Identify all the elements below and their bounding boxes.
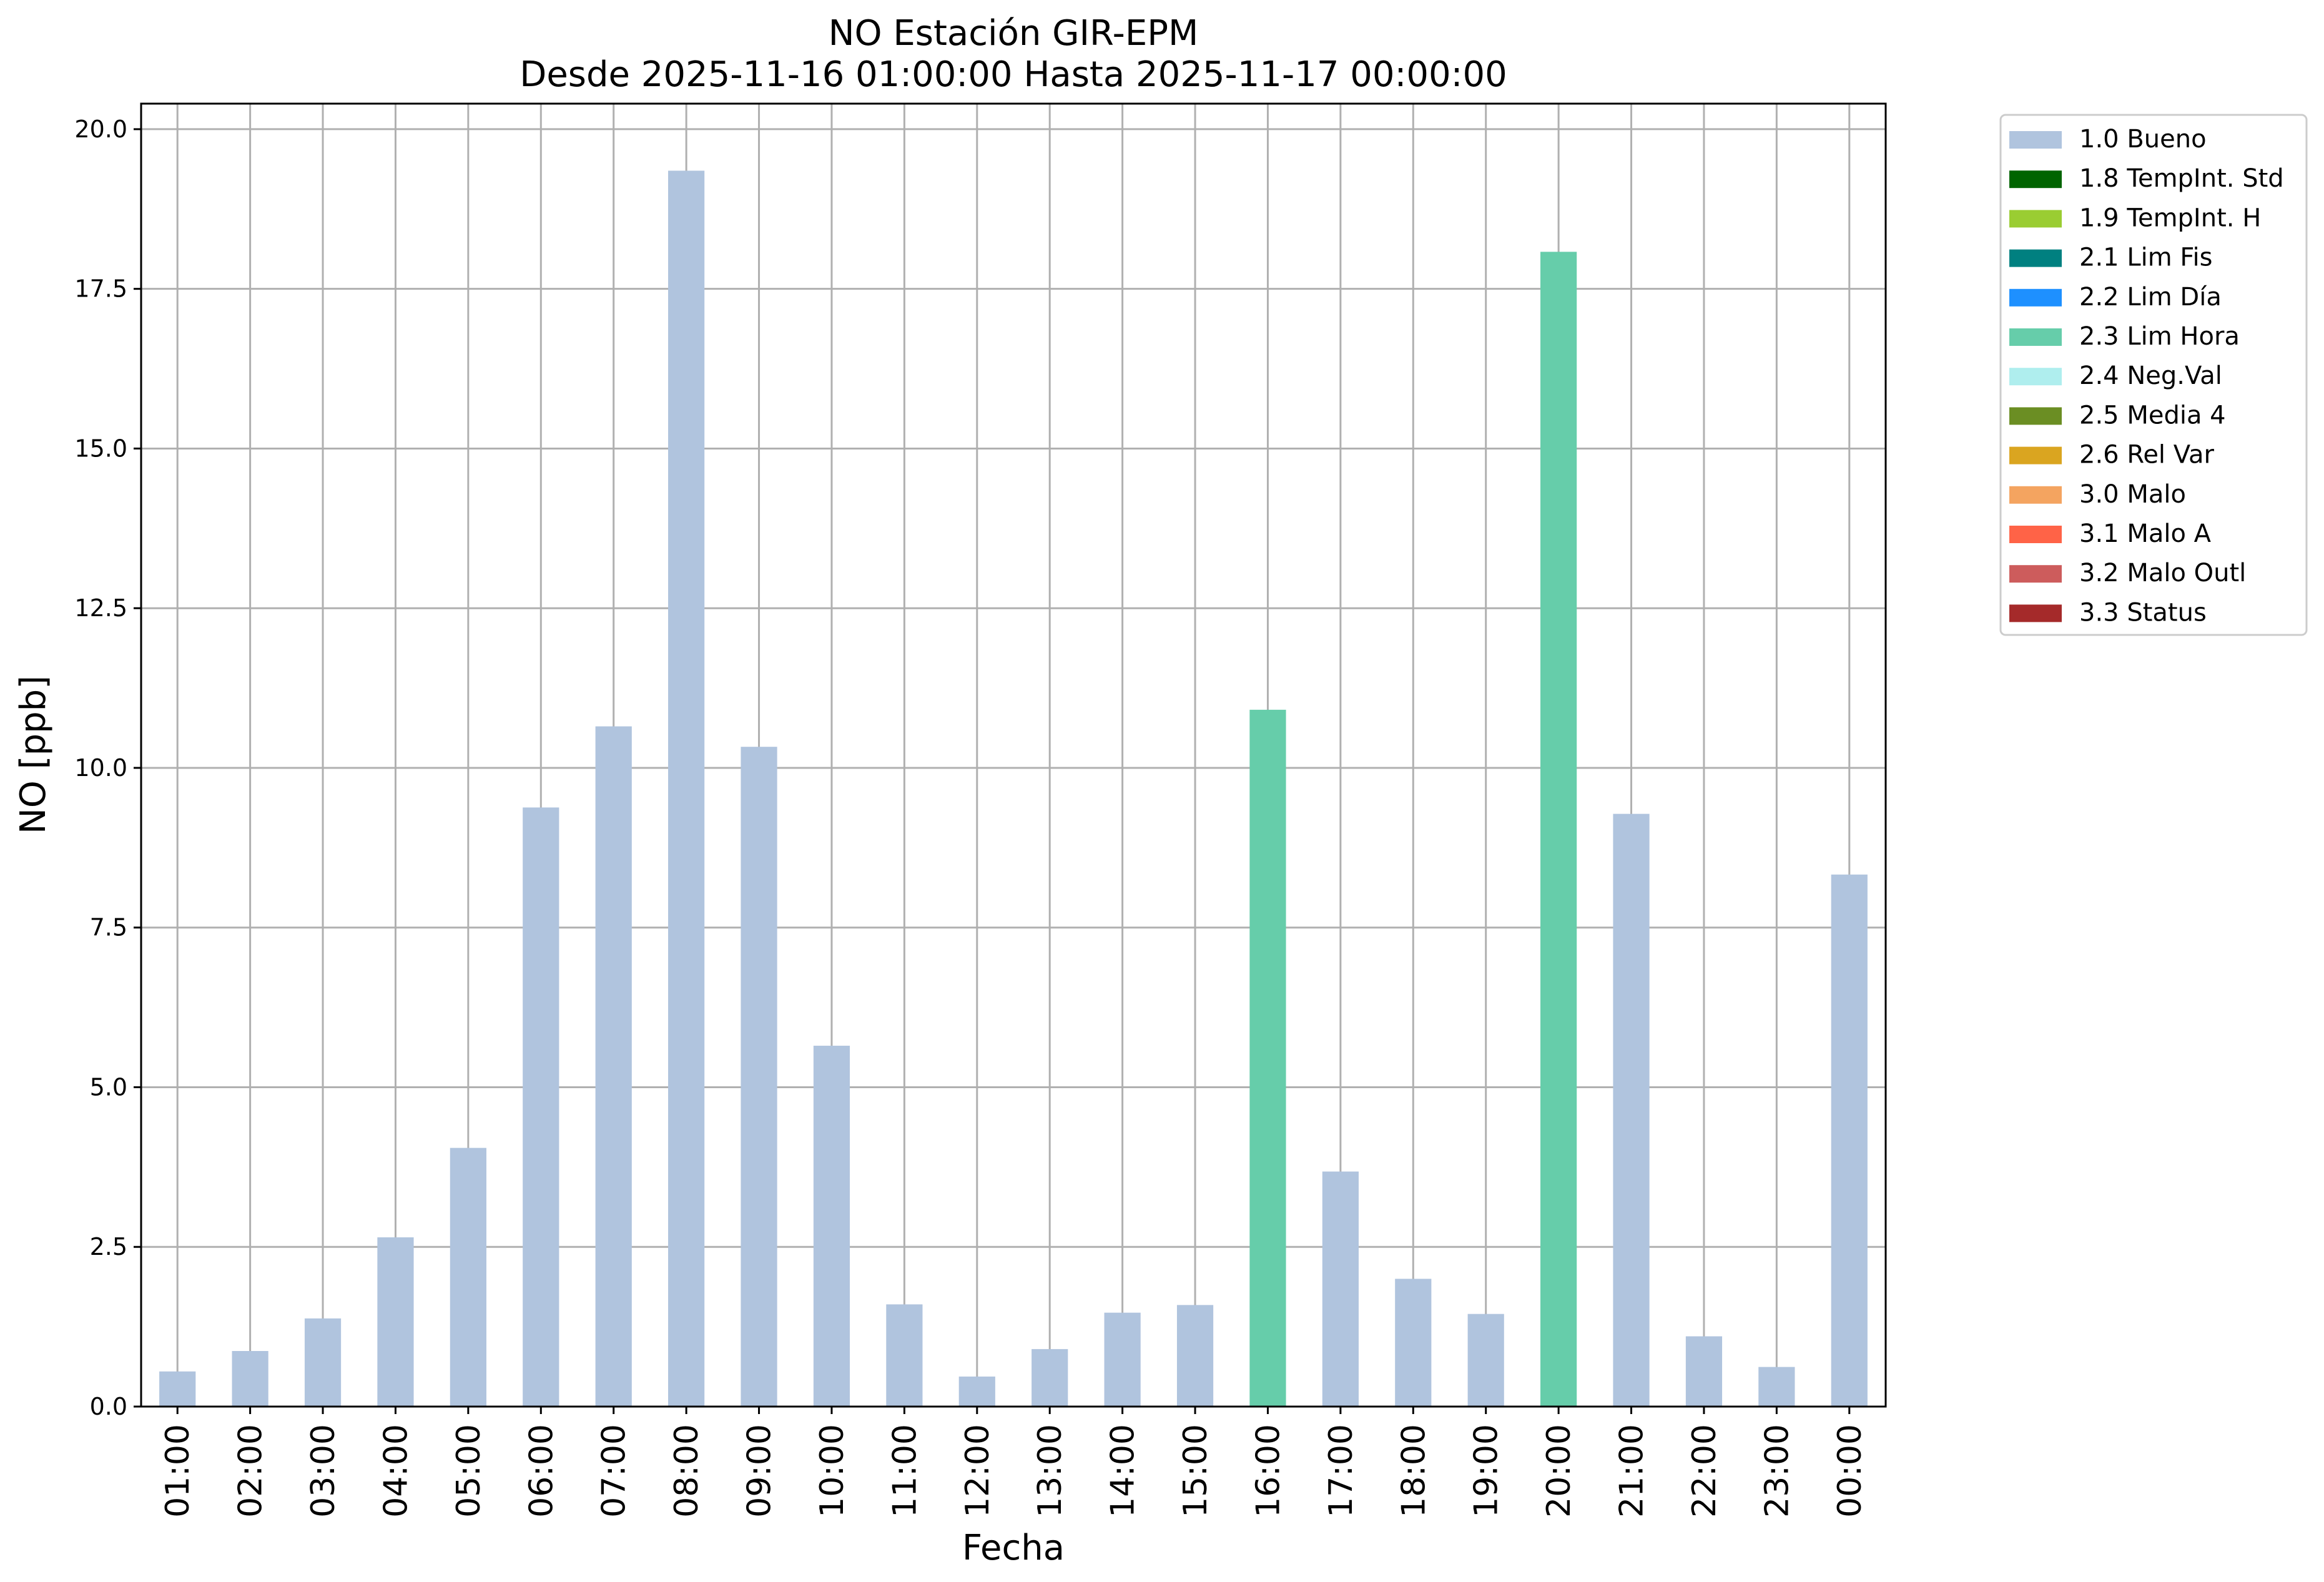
bar-1700 xyxy=(1322,1171,1359,1407)
x-tick-label: 00:00 xyxy=(1831,1424,1869,1518)
legend-swatch xyxy=(2009,407,2062,425)
bar-0200 xyxy=(232,1350,268,1407)
legend-swatch xyxy=(2009,170,2062,189)
legend-label: 2.3 Lim Hora xyxy=(2079,322,2240,351)
x-tick-label: 01:00 xyxy=(159,1424,197,1518)
legend-label: 3.0 Malo xyxy=(2079,480,2186,509)
y-tick-label: 20.0 xyxy=(74,115,127,143)
bar-1200 xyxy=(958,1376,995,1407)
x-tick-label: 19:00 xyxy=(1468,1424,1505,1518)
legend-box xyxy=(1999,114,2308,636)
y-tick-label: 12.5 xyxy=(74,594,127,622)
bar-0900 xyxy=(741,747,777,1407)
legend-label: 3.3 Status xyxy=(2079,598,2207,627)
y-tick-label: 5.0 xyxy=(90,1073,127,1101)
legend-label: 2.1 Lim Fis xyxy=(2079,243,2212,272)
x-tick-label: 03:00 xyxy=(305,1424,342,1518)
bar-1400 xyxy=(1104,1312,1141,1407)
x-tick-label: 21:00 xyxy=(1613,1424,1651,1518)
bars xyxy=(159,170,1868,1407)
bar-1600 xyxy=(1249,709,1286,1407)
bar-0700 xyxy=(595,726,632,1407)
chart-subtitle: Desde 2025-11-16 01:00:00 Hasta 2025-11-… xyxy=(519,54,1507,95)
legend-label: 2.5 Media 4 xyxy=(2079,401,2226,430)
legend-swatch xyxy=(2009,328,2062,346)
x-tick-label: 09:00 xyxy=(741,1424,779,1518)
legend-swatch xyxy=(2009,368,2062,386)
x-tick-label: 10:00 xyxy=(814,1424,851,1518)
legend-swatch xyxy=(2009,131,2062,149)
x-tick-label: 16:00 xyxy=(1249,1424,1287,1518)
bar-0600 xyxy=(523,807,559,1407)
bar-1500 xyxy=(1176,1305,1214,1407)
legend-label: 2.4 Neg.Val xyxy=(2079,361,2222,390)
x-tick-label: 22:00 xyxy=(1686,1424,1723,1518)
plot-frame xyxy=(140,102,1887,1408)
y-axis-label: NO [ppb] xyxy=(13,676,54,834)
bar-1000 xyxy=(813,1045,850,1407)
bar-0100 xyxy=(159,1371,196,1407)
x-tick-label: 23:00 xyxy=(1758,1424,1796,1518)
legend-label: 1.9 TempInt. H xyxy=(2079,204,2261,232)
bar-2100 xyxy=(1613,813,1650,1407)
x-tick-label: 14:00 xyxy=(1105,1424,1142,1518)
x-tick-label: 06:00 xyxy=(523,1424,560,1518)
x-tick-label: 08:00 xyxy=(668,1424,706,1518)
bar-2200 xyxy=(1685,1336,1723,1407)
bar-0400 xyxy=(377,1237,414,1407)
legend-label: 3.1 Malo A xyxy=(2079,519,2212,548)
x-tick-label: 18:00 xyxy=(1395,1424,1432,1518)
x-tick-label: 05:00 xyxy=(450,1424,488,1518)
x-axis: 01:00 02:00 03:00 04:00 05:00 06:00 07:00 08:00… xyxy=(159,1407,1869,1518)
bar-0800 xyxy=(668,170,705,1407)
x-tick-label: 07:00 xyxy=(596,1424,633,1518)
legend-swatch xyxy=(2009,526,2062,543)
legend-swatch xyxy=(2009,446,2062,464)
bar-1800 xyxy=(1395,1279,1432,1407)
x-tick-label: 12:00 xyxy=(959,1424,997,1518)
legend-swatch xyxy=(2009,249,2062,267)
y-axis: 0.0 2.5 5.0 7.5 10.0 12.5 15.0 17.5 20.0 xyxy=(74,115,141,1420)
y-tick-label: 10.0 xyxy=(74,754,127,782)
bar-2300 xyxy=(1758,1367,1795,1407)
legend-swatch xyxy=(2009,210,2062,228)
legend-label: 2.6 Rel Var xyxy=(2079,441,2215,469)
y-tick-label: 15.0 xyxy=(74,435,127,462)
x-tick-label: 13:00 xyxy=(1032,1424,1069,1518)
bar-0000 xyxy=(1831,874,1868,1407)
bar-1300 xyxy=(1032,1349,1068,1407)
bar-0500 xyxy=(450,1147,486,1407)
legend-swatch xyxy=(2009,486,2062,504)
chart-title: NO Estación GIR-EPM xyxy=(829,13,1199,54)
y-tick-label: 7.5 xyxy=(90,914,127,941)
bar-1100 xyxy=(886,1304,923,1407)
x-tick-label: 17:00 xyxy=(1322,1424,1360,1518)
y-tick-label: 2.5 xyxy=(90,1233,127,1260)
x-tick-label: 11:00 xyxy=(886,1424,923,1518)
legend-swatch xyxy=(2009,565,2062,583)
legend-label: 1.0 Bueno xyxy=(2079,125,2207,154)
x-tick-label: 02:00 xyxy=(232,1424,270,1518)
legend-swatch xyxy=(2009,604,2062,622)
y-tick-label: 0.0 xyxy=(90,1393,127,1420)
legend: 1.0 Bueno 1.8 TempInt. Std 1.9 TempInt. H 2… xyxy=(1999,114,2308,636)
x-tick-label: 04:00 xyxy=(377,1424,415,1518)
x-tick-label: 15:00 xyxy=(1177,1424,1214,1518)
y-tick-label: 17.5 xyxy=(74,275,127,303)
legend-swatch xyxy=(2009,288,2062,307)
bar-0300 xyxy=(304,1318,342,1407)
bar-1900 xyxy=(1467,1314,1504,1407)
legend-label: 1.8 TempInt. Std xyxy=(2079,164,2284,193)
legend-label: 2.2 Lim Día xyxy=(2079,283,2222,312)
legend-label: 3.2 Malo Outl xyxy=(2079,559,2246,587)
bar-2000 xyxy=(1540,252,1577,1407)
x-tick-label: 20:00 xyxy=(1540,1424,1578,1518)
x-axis-label: Fecha xyxy=(962,1528,1065,1568)
